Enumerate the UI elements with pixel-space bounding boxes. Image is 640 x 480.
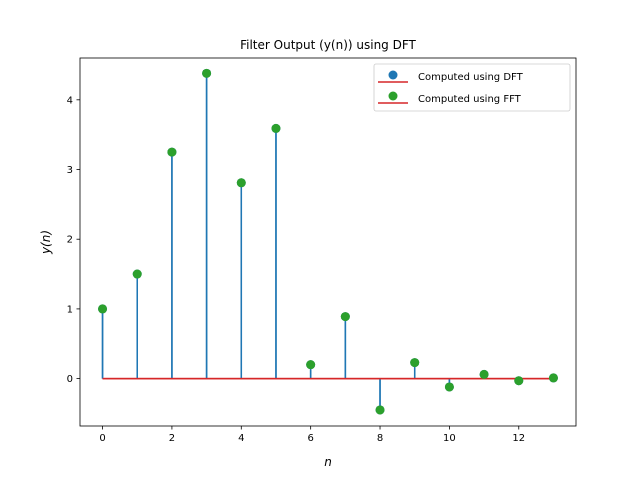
data-point-computed-using-fft-n4 bbox=[236, 178, 246, 188]
x-tick-label-0: 0 bbox=[99, 433, 105, 444]
data-point-computed-using-fft-n3 bbox=[202, 68, 212, 78]
data-point-computed-using-fft-n9 bbox=[410, 358, 420, 368]
y-tick-label-3: 3 bbox=[67, 165, 73, 176]
axes-frame bbox=[79, 57, 577, 427]
y-tick-label-1: 1 bbox=[67, 304, 73, 315]
x-axis: 0 2 4 6 8 10 12 bbox=[99, 426, 525, 444]
data-point-computed-using-fft-n10 bbox=[444, 382, 454, 392]
data-point-computed-using-fft-n13 bbox=[548, 373, 558, 383]
data-point-computed-using-fft-n6 bbox=[306, 360, 316, 370]
x-tick-label-4: 4 bbox=[238, 433, 244, 444]
legend-fft-label: Computed using FFT bbox=[418, 94, 522, 105]
y-tick-label-2: 2 bbox=[67, 235, 73, 246]
legend: Computed using DFT Computed using FFT bbox=[373, 63, 571, 112]
legend-dft-marker-swatch bbox=[388, 70, 398, 80]
x-tick-label-2: 2 bbox=[169, 433, 175, 444]
data-point-computed-using-fft-n11 bbox=[479, 369, 489, 379]
data-point-computed-using-fft-n1 bbox=[132, 269, 142, 279]
y-axis: 0 1 2 3 4 bbox=[67, 95, 80, 385]
y-axis-label: y(n) bbox=[39, 230, 53, 255]
legend-fft-marker-swatch bbox=[388, 91, 398, 101]
data-point-computed-using-fft-n7 bbox=[340, 312, 350, 322]
legend-box bbox=[373, 63, 571, 112]
data-point-computed-using-fft-n12 bbox=[514, 376, 524, 386]
x-tick-label-12: 12 bbox=[512, 433, 525, 444]
data-point-computed-using-fft-n2 bbox=[167, 147, 177, 157]
data-point-computed-using-fft-n0 bbox=[98, 304, 108, 314]
x-tick-label-8: 8 bbox=[377, 433, 383, 444]
data-point-computed-using-fft-n8 bbox=[375, 405, 385, 415]
x-tick-label-10: 10 bbox=[443, 433, 456, 444]
y-tick-label-4: 4 bbox=[67, 95, 73, 106]
plot-area bbox=[98, 68, 558, 415]
legend-dft-label: Computed using DFT bbox=[418, 72, 524, 83]
chart-title: Filter Output (y(n)) using DFT bbox=[240, 38, 416, 52]
y-tick-label-0: 0 bbox=[67, 374, 73, 385]
data-point-computed-using-fft-n5 bbox=[271, 123, 281, 133]
x-axis-label: n bbox=[324, 455, 332, 469]
x-tick-label-6: 6 bbox=[307, 433, 313, 444]
